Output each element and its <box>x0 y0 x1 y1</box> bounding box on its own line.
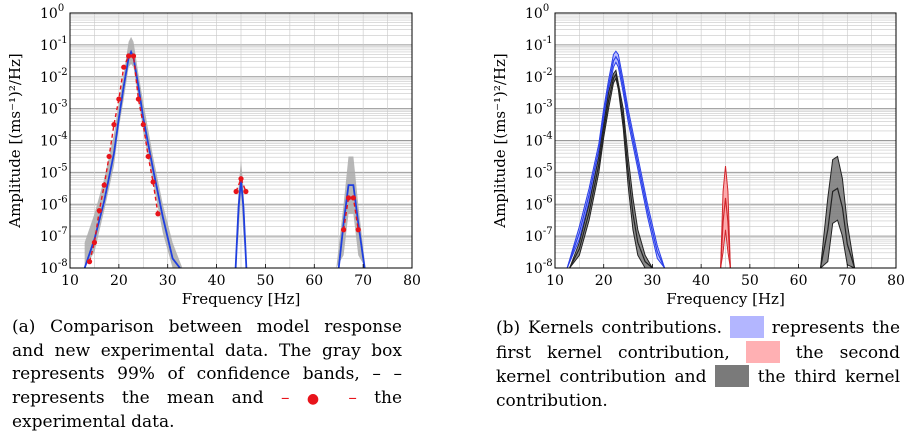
y-tick-label: 10-6 <box>525 194 553 213</box>
band-confidence-band-99- <box>336 156 366 268</box>
x-tick-label: 20 <box>110 273 128 289</box>
caption-a: (a) Comparison between model response an… <box>12 316 402 435</box>
plot-panel-b: 10 20 30 40 50 60 70 80 100 10-1 10-2 10-3 10-4 10-5 1… <box>491 3 905 308</box>
third-kernel-swatch <box>715 365 750 387</box>
y-tick-label: 10-3 <box>40 99 68 118</box>
chart-figure: 10 20 30 40 50 60 70 80 100 10-1 10-2 10-3 10-4 10-5 1… <box>6 3 905 308</box>
band-center-line <box>819 187 856 268</box>
experimental-point <box>126 53 132 59</box>
experimental-point <box>233 188 239 195</box>
y-tick-label: 10-2 <box>40 67 68 86</box>
x-axis-label: Frequency [Hz] <box>182 290 301 308</box>
experimental-point <box>140 121 146 128</box>
caption-a-label: (a) <box>12 317 36 337</box>
experimental-point <box>355 227 361 233</box>
y-tick-label: 10-7 <box>40 226 68 245</box>
caption-a-text-2: represents the mean and <box>12 387 264 408</box>
y-tick-label: 100 <box>40 3 64 22</box>
plot-area <box>566 50 856 268</box>
band-center-line <box>569 72 653 268</box>
experimental-point <box>111 121 117 128</box>
experimental-line <box>342 197 359 230</box>
y-tick-label: 10-3 <box>525 99 553 118</box>
x-tick-label: 80 <box>403 273 421 289</box>
plot-panel-a: 10 20 30 40 50 60 70 80 100 10-1 10-2 10-3 10-4 10-5 1… <box>6 3 421 308</box>
experimental-point <box>155 211 161 217</box>
x-tick-label: 70 <box>354 273 372 289</box>
y-tick-label: 10-2 <box>525 67 553 86</box>
experimental-point <box>101 182 107 188</box>
experimental-marker-symbol: – ● – <box>280 387 357 408</box>
caption-a-text: Comparison between model response and ne… <box>12 317 402 384</box>
band-center-line <box>566 55 666 268</box>
axes-frame <box>554 12 897 269</box>
experimental-point <box>86 259 93 265</box>
band-third-kernel-contribution <box>819 155 856 268</box>
experimental-point <box>121 64 127 70</box>
caption-b-text-2: represents the first kernel contribution… <box>496 318 901 363</box>
caption-b-label: (b) <box>496 318 521 338</box>
plot-area <box>83 36 366 268</box>
x-tick-label: 10 <box>61 273 79 289</box>
caption-a-text-3: the experimental data. <box>12 387 403 433</box>
x-tick-label: 30 <box>159 273 177 289</box>
y-tick-label: 10-1 <box>40 35 68 54</box>
experimental-point <box>350 195 356 201</box>
experimental-point <box>243 188 249 195</box>
first-kernel-swatch <box>729 316 764 338</box>
x-tick-label: 50 <box>257 273 275 289</box>
x-tick-label: 60 <box>790 273 808 289</box>
mean-line <box>83 49 181 268</box>
y-tick-label: 10-5 <box>525 162 553 181</box>
caption-b-text-4: the third kernel contribution. <box>496 367 901 411</box>
y-tick-label: 100 <box>525 3 549 22</box>
experimental-line <box>235 176 247 192</box>
x-tick-label: 40 <box>208 273 226 289</box>
x-tick-label: 60 <box>305 273 323 289</box>
caption-b-text: Kernels contributions. <box>528 318 723 338</box>
x-axis-label: Frequency [Hz] <box>666 290 785 308</box>
x-tick-label: 20 <box>595 273 613 289</box>
experimental-point <box>135 96 141 102</box>
y-tick-label: 10-1 <box>525 35 553 54</box>
x-tick-label: 50 <box>741 273 759 289</box>
experimental-point <box>345 195 352 201</box>
experimental-point <box>145 153 151 160</box>
experimental-point <box>96 208 102 214</box>
y-axis-label: Amplitude [(ms⁻¹)²/Hz] <box>6 53 24 229</box>
experimental-point <box>130 53 137 59</box>
y-tick-label: 10-4 <box>40 131 68 150</box>
y-tick-label: 10-7 <box>525 226 553 245</box>
x-tick-label: 10 <box>546 273 564 289</box>
band-center-line <box>720 197 731 268</box>
mean-dash-symbol: – – <box>372 364 402 384</box>
experimental-point <box>116 96 122 102</box>
experimental-point <box>238 176 244 182</box>
axes-frame <box>69 12 413 269</box>
x-tick-label: 30 <box>644 273 662 289</box>
x-tick-label: 40 <box>692 273 710 289</box>
x-tick-label: 70 <box>838 273 856 289</box>
experimental-point <box>150 179 156 185</box>
experimental-point <box>341 227 347 233</box>
band-third-kernel-contribution <box>569 69 654 268</box>
experimental-point <box>106 153 112 160</box>
experimental-point <box>91 239 98 246</box>
y-tick-label: 10-6 <box>40 194 68 213</box>
second-kernel-swatch <box>745 340 780 363</box>
x-tick-label: 80 <box>887 273 905 289</box>
y-tick-label: 10-4 <box>525 131 553 150</box>
caption-b-text-3: the second kernel contribution and <box>496 342 900 388</box>
y-axis-label: Amplitude [(ms⁻¹)²/Hz] <box>491 53 509 229</box>
band-second-kernel-contribution <box>720 165 731 268</box>
caption-b: (b) Kernels contributions. represents th… <box>496 316 900 413</box>
y-tick-label: 10-5 <box>40 162 68 181</box>
